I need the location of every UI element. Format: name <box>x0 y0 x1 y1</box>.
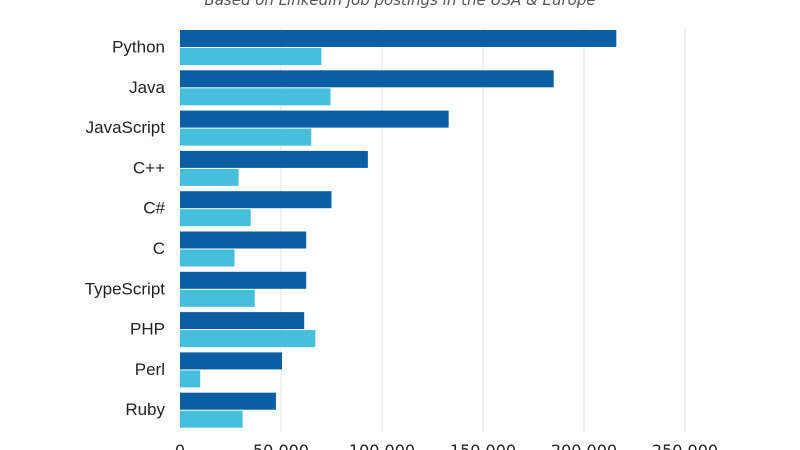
bar-javascript-series-2 <box>180 128 312 146</box>
bar-ruby-series-1 <box>180 392 276 410</box>
bar-c-series-1 <box>180 231 307 249</box>
x-tick-label: 100,000 <box>349 441 415 450</box>
grid-layer <box>280 28 686 432</box>
bar-typescript-series-2 <box>180 289 255 307</box>
category-label-layer: Python Java JavaScript C++ C# C TypeScript PHP P… <box>85 37 166 419</box>
bar-c-series-2 <box>180 209 251 227</box>
category-label: Python <box>112 37 165 56</box>
bar-perl-series-2 <box>180 370 201 388</box>
chart-subtitle: Based on LinkedIn job postings in the US… <box>204 0 595 9</box>
x-tick-label: 50,000 <box>253 441 309 450</box>
bar-c-series-1 <box>180 191 332 209</box>
category-label: JavaScript <box>86 118 166 137</box>
bar-javascript-series-1 <box>180 110 449 128</box>
bar-typescript-series-1 <box>180 271 307 289</box>
category-label: Perl <box>135 360 165 379</box>
bar-perl-series-1 <box>180 352 283 370</box>
x-tick-label: 250,000 <box>652 441 718 450</box>
x-tick-label: 150,000 <box>450 441 516 450</box>
bar-c-series-2 <box>180 249 235 267</box>
x-tick-label: 200,000 <box>551 441 617 450</box>
category-label: Ruby <box>125 400 165 419</box>
category-label: PHP <box>130 320 165 339</box>
bar-python-series-2 <box>180 48 322 65</box>
x-tick-label-layer: 0 50,000 100,000 150,000 200,000 250,000 <box>175 441 718 450</box>
bar-c-series-1 <box>180 150 368 168</box>
bar-layer <box>180 30 617 428</box>
bar-java-series-1 <box>180 70 554 88</box>
bar-ruby-series-2 <box>180 410 243 428</box>
category-label: Java <box>129 78 165 97</box>
category-label: TypeScript <box>85 279 166 298</box>
bar-php-series-1 <box>180 312 305 330</box>
category-label: C <box>153 239 165 258</box>
bar-python-series-1 <box>180 30 617 47</box>
x-tick-label: 0 <box>175 441 185 450</box>
bar-c-series-2 <box>180 168 239 186</box>
category-label: C# <box>143 199 165 218</box>
category-label: C++ <box>133 158 165 177</box>
bar-php-series-2 <box>180 330 316 348</box>
bar-java-series-2 <box>180 88 331 106</box>
